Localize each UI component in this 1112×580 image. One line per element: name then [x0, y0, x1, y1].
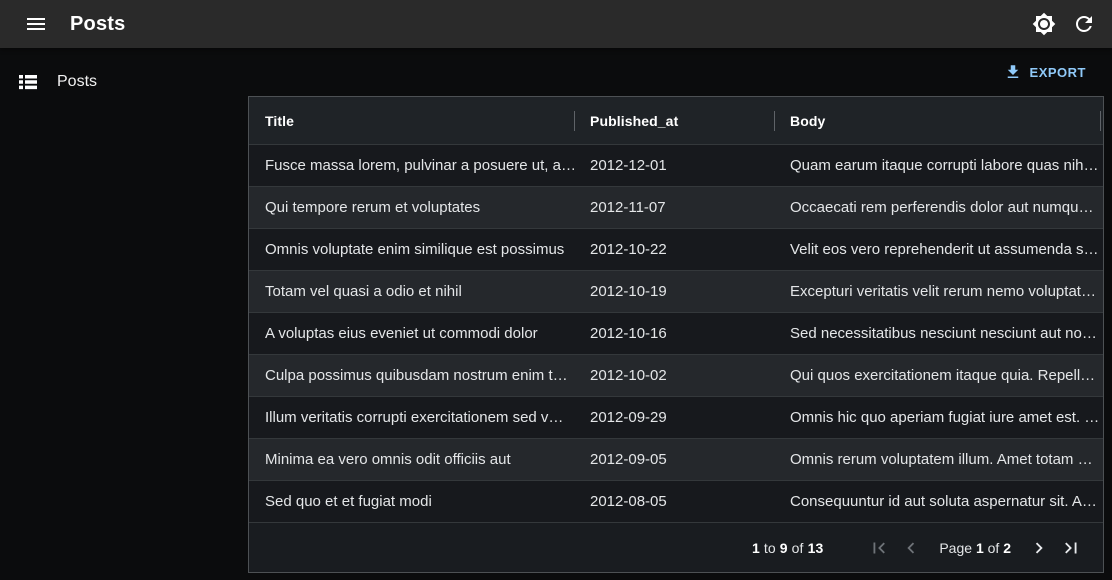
page-of-word: of: [987, 539, 1000, 556]
cell-overflow: [1100, 187, 1103, 228]
column-header-overflow: [1100, 97, 1103, 144]
column-header-body[interactable]: Body: [774, 97, 1100, 144]
cell-overflow: [1100, 271, 1103, 312]
brightness-icon: [1032, 12, 1056, 36]
cell-title: Fusce massa lorem, pulvinar a posuere ut…: [265, 157, 574, 174]
range-of-word: of: [791, 539, 804, 556]
cell-body: Consequuntur id aut soluta aspernatur si…: [790, 493, 1097, 510]
range-to: 9: [779, 539, 788, 556]
chevron-right-icon: [1028, 537, 1050, 559]
previous-page-button: [896, 533, 926, 563]
appbar: Posts: [0, 0, 1112, 48]
cell-published-at: 2012-10-19: [590, 283, 667, 300]
range-from: 1: [752, 539, 760, 556]
cell-overflow: [1100, 439, 1103, 480]
refresh-button[interactable]: [1064, 4, 1104, 44]
hamburger-icon: [24, 12, 48, 36]
first-page-icon: [868, 537, 890, 559]
table-row[interactable]: Sed quo et et fugiat modi 2012-08-05 Con…: [249, 481, 1103, 523]
range-total: 13: [807, 539, 824, 556]
export-button[interactable]: EXPORT: [996, 57, 1094, 87]
cell-title: A voluptas eius eveniet ut commodi dolor: [265, 325, 538, 342]
sidebar-item-posts[interactable]: Posts: [0, 62, 240, 102]
cell-title: Sed quo et et fugiat modi: [265, 493, 432, 510]
pagination-range: 1 to 9 of 13: [752, 540, 823, 556]
cell-body: Quam earum itaque corrupti labore quas n…: [790, 157, 1099, 174]
cell-overflow: [1100, 229, 1103, 270]
cell-published-at: 2012-10-02: [590, 367, 667, 384]
table-row[interactable]: Totam vel quasi a odio et nihil 2012-10-…: [249, 271, 1103, 313]
column-header-published-at[interactable]: Published_at: [574, 97, 774, 144]
cell-overflow: [1100, 145, 1103, 186]
cell-body: Omnis rerum voluptatem illum. Amet totam…: [790, 451, 1093, 468]
table-row[interactable]: Illum veritatis corrupti exercitationem …: [249, 397, 1103, 439]
cell-title: Culpa possimus quibusdam nostrum enim t…: [265, 367, 568, 384]
pager-controls: Page 1 of 2: [863, 533, 1087, 563]
sidebar: Posts: [0, 48, 240, 580]
cell-published-at: 2012-10-22: [590, 241, 667, 258]
menu-button[interactable]: [16, 4, 56, 44]
page-title: Posts: [70, 12, 126, 35]
table-row[interactable]: Culpa possimus quibusdam nostrum enim t……: [249, 355, 1103, 397]
range-to-word: to: [763, 539, 776, 556]
list-toolbar: EXPORT: [248, 48, 1104, 96]
cell-title: Minima ea vero omnis odit officiis aut: [265, 451, 511, 468]
refresh-icon: [1072, 12, 1096, 36]
main-content: EXPORT Title Published_at Body Fusce mas…: [248, 48, 1104, 580]
table-row[interactable]: Fusce massa lorem, pulvinar a posuere ut…: [249, 145, 1103, 187]
sidebar-item-label: Posts: [57, 73, 98, 90]
cell-body: Velit eos vero reprehenderit ut assumend…: [790, 241, 1099, 258]
cell-title: Omnis voluptate enim similique est possi…: [265, 241, 565, 258]
table-row[interactable]: A voluptas eius eveniet ut commodi dolor…: [249, 313, 1103, 355]
cell-overflow: [1100, 481, 1103, 522]
page-current: 1: [975, 539, 984, 556]
chevron-left-icon: [900, 537, 922, 559]
cell-title: Qui tempore rerum et voluptates: [265, 199, 481, 216]
page-total: 2: [1003, 539, 1011, 556]
export-button-label: EXPORT: [1029, 64, 1086, 80]
first-page-button: [864, 533, 894, 563]
table-row[interactable]: Minima ea vero omnis odit officiis aut 2…: [249, 439, 1103, 481]
cell-overflow: [1100, 355, 1103, 396]
cell-published-at: 2012-11-07: [590, 199, 666, 216]
cell-overflow: [1100, 313, 1103, 354]
cell-title: Totam vel quasi a odio et nihil: [265, 283, 462, 300]
page-status: Page 1 of 2: [939, 540, 1011, 556]
page-word: Page: [939, 539, 973, 556]
cell-body: Omnis hic quo aperiam fugiat iure amet e…: [790, 409, 1100, 426]
list-icon: [16, 70, 40, 94]
posts-table-card: Title Published_at Body Fusce massa lore…: [248, 96, 1104, 573]
cell-body: Excepturi veritatis velit rerum nemo vol…: [790, 283, 1096, 300]
cell-body: Sed necessitatibus nesciunt nesciunt aut…: [790, 325, 1097, 342]
cell-published-at: 2012-10-16: [590, 325, 667, 342]
table-header-row: Title Published_at Body: [249, 97, 1103, 145]
theme-toggle-button[interactable]: [1024, 4, 1064, 44]
table-row[interactable]: Qui tempore rerum et voluptates 2012-11-…: [249, 187, 1103, 229]
table-row[interactable]: Omnis voluptate enim similique est possi…: [249, 229, 1103, 271]
download-icon: [1004, 63, 1022, 81]
cell-published-at: 2012-09-29: [590, 409, 667, 426]
cell-body: Qui quos exercitationem itaque quia. Rep…: [790, 367, 1096, 384]
cell-published-at: 2012-08-05: [590, 493, 667, 510]
pagination-bar: 1 to 9 of 13 Page 1: [249, 523, 1103, 572]
cell-published-at: 2012-09-05: [590, 451, 667, 468]
table-body: Fusce massa lorem, pulvinar a posuere ut…: [249, 145, 1103, 523]
column-header-title[interactable]: Title: [265, 112, 295, 129]
cell-body: Occaecati rem perferendis dolor aut numq…: [790, 199, 1094, 216]
next-page-button[interactable]: [1024, 533, 1054, 563]
last-page-icon: [1060, 537, 1082, 559]
cell-published-at: 2012-12-01: [590, 157, 667, 174]
cell-overflow: [1100, 397, 1103, 438]
cell-title: Illum veritatis corrupti exercitationem …: [265, 409, 564, 426]
last-page-button[interactable]: [1056, 533, 1086, 563]
